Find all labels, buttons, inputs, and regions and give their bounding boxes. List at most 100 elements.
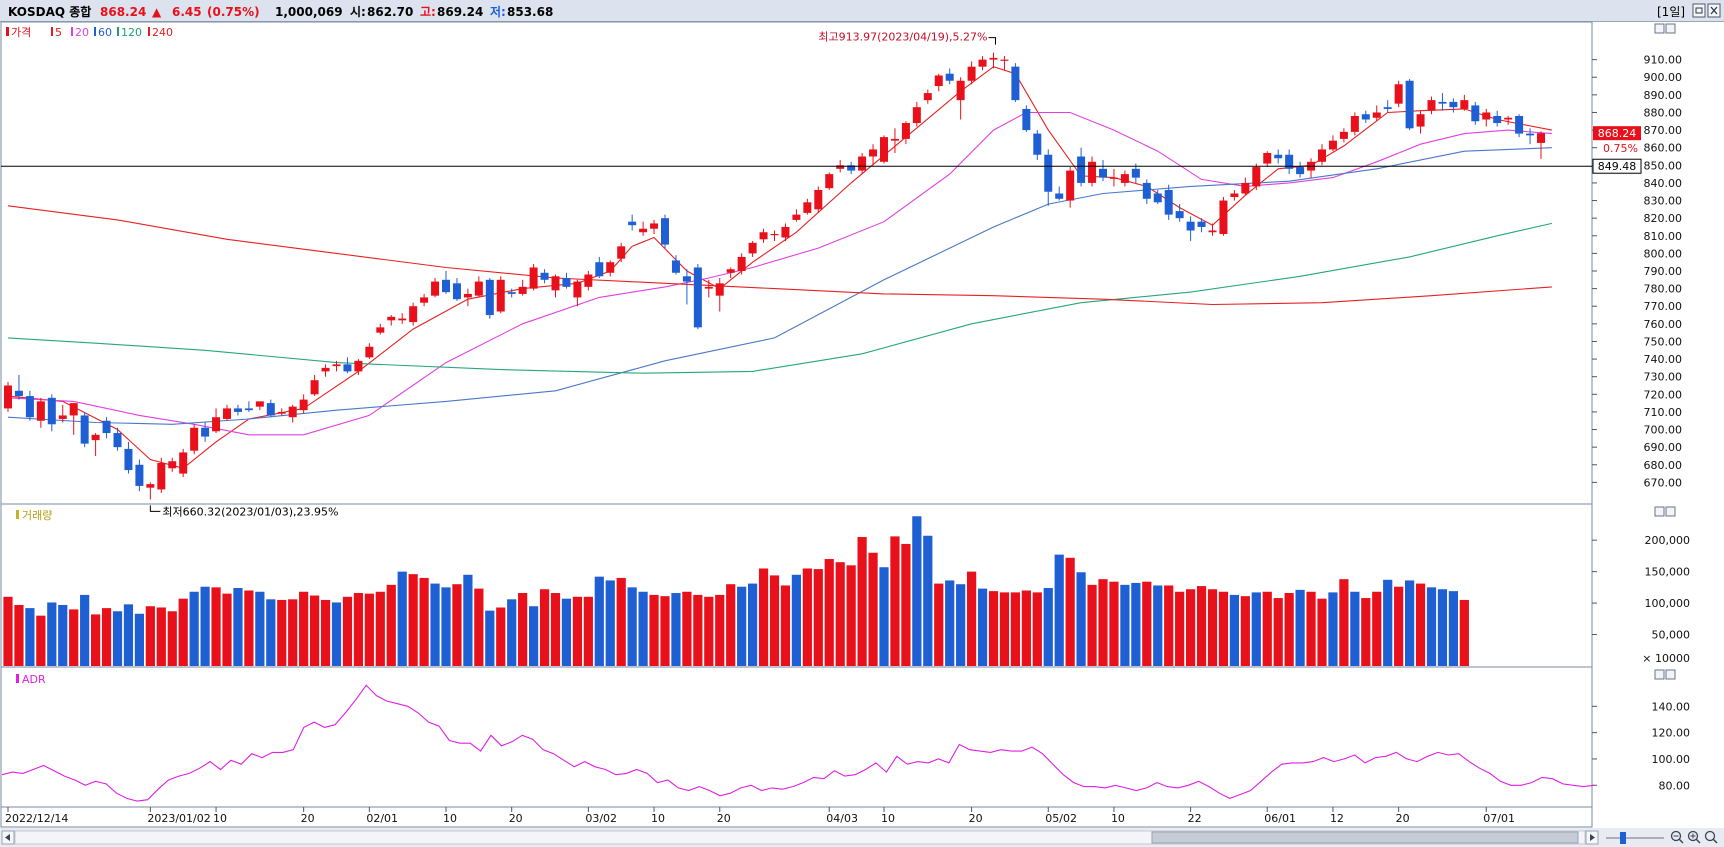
last-price-tag [1593, 126, 1641, 141]
candle-up [1328, 135, 1337, 152]
window-restore-button[interactable] [1692, 3, 1706, 18]
moving-averages [7, 66, 1553, 469]
volume-bar [638, 591, 648, 666]
candle-up [354, 359, 363, 375]
volume-bar [288, 599, 298, 666]
candle-down [661, 214, 669, 249]
volume-bar [1218, 591, 1229, 666]
candle-body [1285, 154, 1294, 169]
volume-bar [463, 574, 473, 666]
candle-body [912, 107, 921, 124]
legend-ma5: 5 [55, 26, 62, 39]
change-arrow: ▲ [152, 5, 162, 19]
candle-down [266, 399, 275, 418]
candle-body [1175, 211, 1184, 219]
candle-body [1328, 140, 1337, 150]
period-selector[interactable]: [1일] [1657, 5, 1685, 19]
candle-up [1066, 167, 1075, 208]
candle-body [869, 149, 878, 157]
volume-bar [452, 584, 462, 666]
volume-y-axis: 50,000 100,000 150,000 200,000 × 10000 [1592, 534, 1690, 665]
legend-volume: 거래량 [22, 509, 52, 522]
candle-up [715, 278, 724, 312]
zoom-reset-icon[interactable] [1704, 830, 1718, 844]
candle-up [496, 276, 505, 314]
volume-bar [58, 604, 68, 666]
candle-body [463, 293, 472, 298]
volume-bar [1339, 579, 1349, 666]
volume-bar [529, 606, 539, 666]
candle-body [1142, 182, 1151, 199]
candle-body [1318, 149, 1326, 162]
candle-up [1537, 131, 1545, 159]
volume-bar [693, 594, 703, 666]
x-tick-label: 02/01 [366, 812, 398, 825]
price-tick-label: 870.00 [1644, 124, 1683, 137]
candle-up [529, 263, 538, 291]
x-axis-strip [0, 806, 1593, 828]
x-tick-label: 12 [1330, 812, 1344, 825]
price-legend: 가격 5 20 60 120 240 [6, 26, 173, 39]
open-label: 시: [350, 5, 366, 19]
candle-body [945, 73, 954, 81]
candle-up [1372, 105, 1381, 122]
candle-body [1383, 107, 1392, 109]
candle-body [91, 434, 100, 441]
candle-body [671, 260, 680, 273]
candle-body [1131, 168, 1140, 178]
candle-body [1471, 105, 1480, 122]
candle-up [1460, 94, 1469, 111]
zoom-out-icon[interactable] [1670, 830, 1684, 844]
price-tick-label: 820.00 [1644, 212, 1683, 225]
volume-bar [912, 516, 922, 666]
candle-body [190, 427, 199, 451]
low-label: 저: [490, 4, 506, 19]
candle-up [420, 293, 429, 307]
volume-bar [364, 593, 374, 666]
adr-legend: ADR [16, 673, 46, 686]
candle-body [365, 346, 374, 358]
candle-body [617, 246, 626, 259]
volume-bar [320, 599, 331, 666]
reference-line[interactable]: 849.48 [1, 158, 1642, 174]
candle-up [912, 101, 921, 127]
candle-down [671, 255, 680, 275]
volume-bar [846, 565, 856, 666]
candle-body [693, 267, 702, 328]
candle-up [803, 198, 812, 215]
candle-down [628, 214, 637, 231]
volume-bar [879, 567, 889, 666]
legend-ma240: 240 [152, 26, 173, 39]
volume-bars [3, 516, 1469, 666]
volume-bar [780, 585, 791, 666]
price-panel-buttons[interactable] [1654, 23, 1676, 34]
candle-down [343, 357, 352, 374]
volume-bar [1186, 589, 1196, 666]
volume-bar [1196, 586, 1207, 666]
candle-down [595, 256, 604, 279]
candle-down [201, 422, 210, 442]
legend-adr: ADR [22, 673, 46, 686]
volume-panel-buttons[interactable] [1654, 506, 1676, 517]
volume-bar [1284, 593, 1294, 666]
volume-bar [342, 596, 353, 666]
x-tick-label: 04/03 [826, 812, 858, 825]
volume-bar [1010, 592, 1020, 666]
adr-panel-buttons[interactable] [1654, 669, 1676, 680]
candle-body [923, 93, 932, 101]
zoom-in-icon[interactable] [1687, 830, 1701, 844]
zoom-slider[interactable] [1606, 832, 1664, 844]
volume-bar [1448, 591, 1458, 666]
candle-down [1274, 149, 1283, 164]
volume-bar [474, 588, 484, 666]
candle-body [1405, 80, 1414, 129]
x-tick-label: 20 [969, 812, 983, 825]
candle-body [80, 415, 89, 444]
price-tick-label: 840.00 [1644, 177, 1683, 190]
candle-up [179, 448, 188, 478]
scroll-thumb[interactable] [1151, 831, 1579, 844]
candle-body [431, 281, 440, 296]
candle-body [398, 318, 407, 321]
volume-bar [1459, 599, 1469, 666]
